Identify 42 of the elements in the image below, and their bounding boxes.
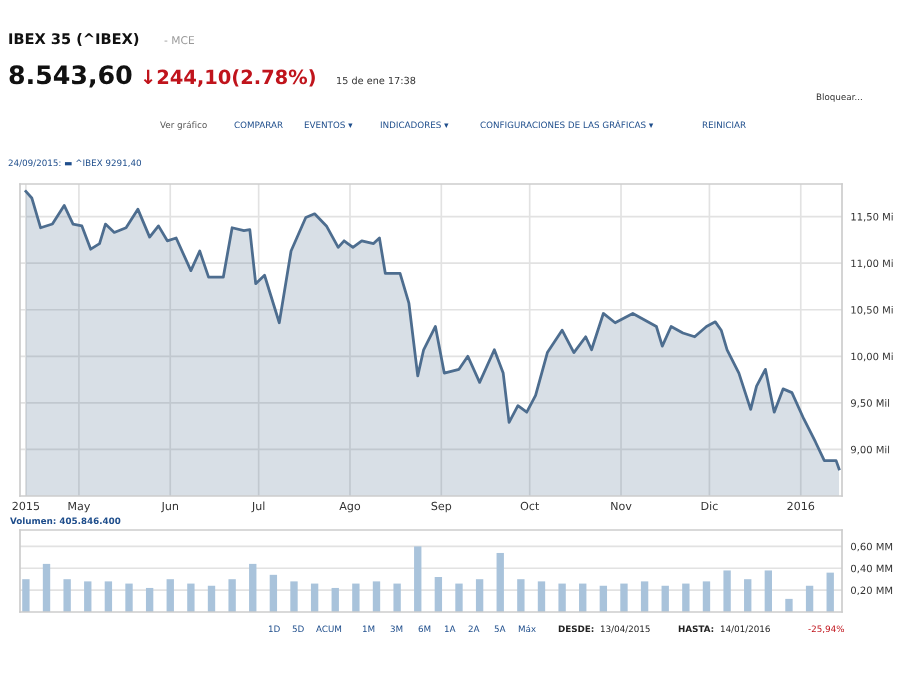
bar [290, 581, 298, 612]
bar [310, 583, 319, 612]
bar [104, 581, 113, 612]
bar [22, 579, 30, 612]
bar [228, 579, 236, 612]
bar [640, 581, 649, 612]
bar [166, 579, 174, 612]
bar [517, 579, 525, 612]
bar [187, 583, 195, 612]
bar [372, 581, 381, 612]
text: 8.543,60 [9, 65, 132, 88]
bar [537, 581, 546, 612]
bar [579, 583, 587, 612]
bar [63, 579, 71, 612]
bar [475, 579, 484, 612]
bar [764, 570, 773, 612]
text: ↓244,10(2.78%) [143, 69, 315, 87]
bar [207, 585, 216, 612]
bar [496, 552, 504, 612]
bar [42, 563, 51, 612]
bar [84, 581, 92, 612]
bar [682, 583, 690, 612]
bar [805, 585, 814, 612]
bar [744, 579, 752, 612]
bar [661, 585, 669, 612]
bar [723, 570, 731, 612]
bar [599, 585, 608, 612]
bar [125, 583, 133, 612]
bar [826, 572, 834, 612]
bar [393, 583, 401, 612]
bar [558, 583, 566, 612]
bar [702, 581, 711, 612]
bar [145, 587, 154, 612]
bar [269, 574, 278, 612]
bar [434, 577, 443, 612]
bar [249, 563, 257, 612]
bar [620, 583, 628, 612]
bar [331, 587, 339, 612]
bar [352, 583, 360, 612]
bar [414, 546, 422, 612]
bar [785, 598, 793, 612]
bar [455, 583, 463, 612]
